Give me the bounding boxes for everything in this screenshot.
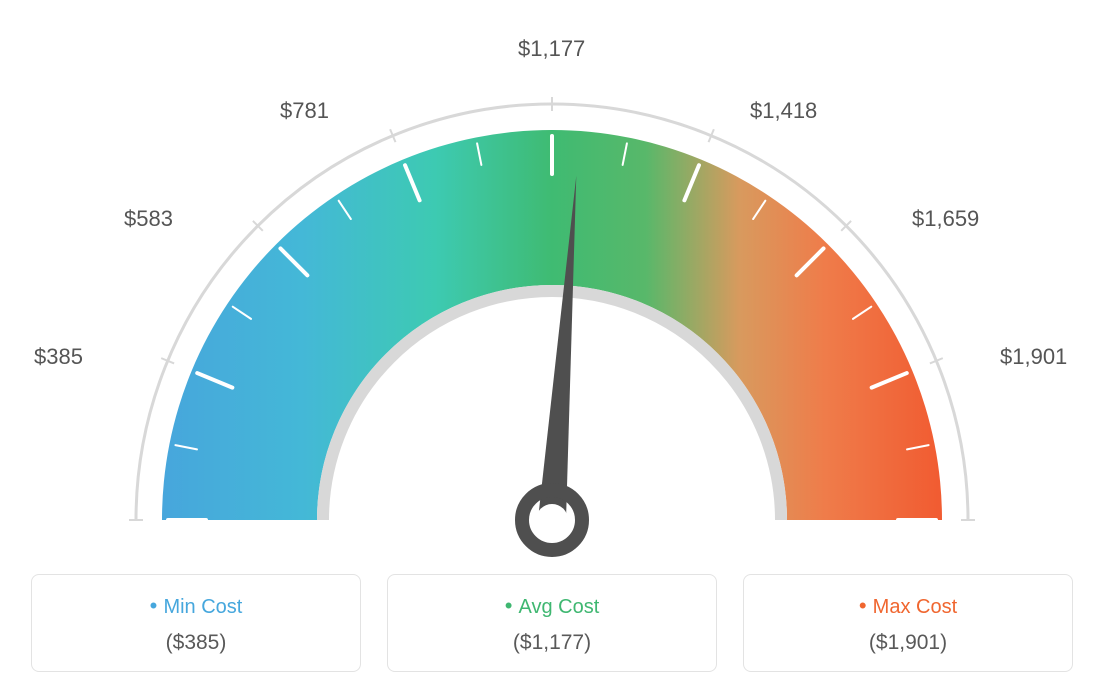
gauge-tick-label: $385: [34, 344, 83, 370]
gauge-tick-label: $781: [280, 98, 329, 124]
legend-card-max: Max Cost ($1,901): [743, 574, 1073, 672]
legend-title-avg: Avg Cost: [398, 593, 706, 619]
legend-value-avg: ($1,177): [398, 631, 706, 655]
gauge-tick-label: $1,901: [1000, 344, 1067, 370]
legend-title-min: Min Cost: [42, 593, 350, 619]
gauge-tick-label: $1,177: [518, 36, 585, 62]
gauge-tick-label: $583: [124, 206, 173, 232]
gauge-chart: [102, 50, 1002, 570]
legend-card-min: Min Cost ($385): [31, 574, 361, 672]
legend-value-max: ($1,901): [754, 631, 1062, 655]
legend-row: Min Cost ($385) Avg Cost ($1,177) Max Co…: [0, 574, 1104, 672]
legend-value-min: ($385): [42, 631, 350, 655]
gauge-tick-label: $1,659: [912, 206, 979, 232]
legend-title-max: Max Cost: [754, 593, 1062, 619]
gauge-container: $385 $583 $781 $1,177 $1,418 $1,659 $1,901: [0, 0, 1104, 560]
gauge-tick-label: $1,418: [750, 98, 817, 124]
legend-card-avg: Avg Cost ($1,177): [387, 574, 717, 672]
